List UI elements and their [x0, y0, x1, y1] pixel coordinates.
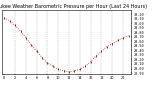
- Title: Milwaukee Weather Barometric Pressure per Hour (Last 24 Hours): Milwaukee Weather Barometric Pressure pe…: [0, 4, 147, 9]
